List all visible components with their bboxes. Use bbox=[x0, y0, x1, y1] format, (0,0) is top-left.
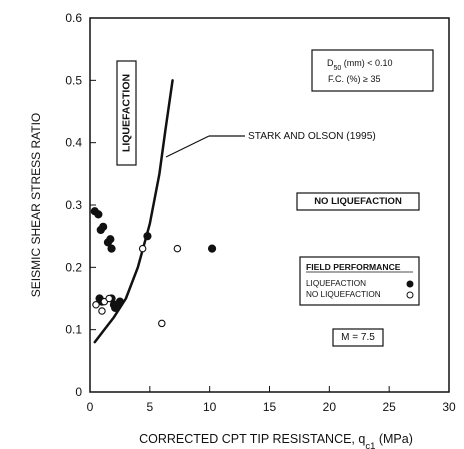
legend-title: FIELD PERFORMANCE bbox=[306, 262, 401, 272]
d50-line-1-prefix: D bbox=[327, 58, 334, 68]
x-axis-label-sub: c1 bbox=[365, 441, 375, 449]
no-liquefaction-point bbox=[105, 294, 113, 303]
d50-line-2-value: 35 bbox=[368, 74, 381, 84]
y-tick-label: 0.1 bbox=[65, 323, 82, 337]
magnitude-label: M = 7.5 bbox=[341, 332, 375, 343]
legend-liquefaction-label: LIQUEFACTION bbox=[306, 279, 366, 288]
liquefaction-region-box bbox=[116, 60, 137, 166]
liquefaction-point bbox=[99, 222, 108, 231]
liquefaction-point bbox=[106, 235, 115, 244]
no-liquefaction-points bbox=[92, 244, 182, 328]
y-tick-label: 0.3 bbox=[65, 198, 82, 212]
d50-line-1-suffix: (mm) < 0.10 bbox=[341, 58, 392, 68]
x-tick-label: 0 bbox=[87, 400, 94, 414]
x-axis-label-unit: (MPa) bbox=[375, 432, 413, 446]
curve-leader-line bbox=[165, 135, 210, 158]
y-tick-label: 0 bbox=[75, 385, 82, 399]
no-liquefaction-region-label-group: NO LIQUEFACTION bbox=[296, 192, 420, 211]
liquefaction-point bbox=[94, 210, 103, 219]
legend-box bbox=[299, 256, 420, 306]
no-liquefaction-point bbox=[98, 307, 106, 315]
legend-no-liquefaction-marker bbox=[406, 291, 414, 299]
curve-annotation: STARK AND OLSON (1995) bbox=[165, 131, 376, 158]
liquefaction-region-label: LIQUEFACTION bbox=[120, 74, 132, 152]
x-tick-label: 20 bbox=[323, 400, 337, 414]
magnitude-box bbox=[332, 328, 384, 347]
x-tick-label: 10 bbox=[203, 400, 217, 414]
y-tick-label: 0.4 bbox=[65, 136, 82, 150]
x-tick-label: 5 bbox=[146, 400, 153, 414]
no-liquefaction-point bbox=[138, 244, 147, 253]
x-axis-label-main: CORRECTED CPT TIP RESISTANCE, q bbox=[139, 432, 365, 446]
d50-line-2-symbol: ≥ bbox=[363, 74, 368, 84]
x-tick-label: 15 bbox=[263, 400, 277, 414]
no-liquefaction-point bbox=[158, 319, 166, 328]
legend-liquefaction-marker bbox=[406, 280, 414, 288]
liquefaction-points bbox=[90, 207, 217, 312]
y-axis-label: SEISMIC SHEAR STRESS RATIO bbox=[29, 113, 43, 297]
no-liquefaction-region-label: NO LIQUEFACTION bbox=[314, 196, 402, 207]
boundary-curve bbox=[93, 79, 174, 344]
liquefaction-point bbox=[207, 244, 217, 253]
no-liquefaction-point bbox=[92, 300, 100, 309]
magnitude-box-group: M = 7.5 bbox=[332, 328, 384, 347]
d50-line-1-sub: 50 bbox=[334, 65, 342, 72]
no-liquefaction-point bbox=[173, 244, 182, 253]
x-tick-label: 25 bbox=[382, 400, 396, 414]
d50-line-2-prefix: F.C. (%) bbox=[328, 74, 363, 84]
liquefaction-point bbox=[112, 300, 121, 309]
y-tick-label: 0.6 bbox=[65, 11, 82, 25]
d50-line-2: F.C. (%) ≥ 35 bbox=[328, 74, 380, 84]
legend-no-liquefaction-label: NO LIQUEFACTION bbox=[306, 290, 381, 299]
d50-box bbox=[311, 49, 434, 92]
liquefaction-point bbox=[143, 232, 152, 241]
y-tick-label: 0.2 bbox=[65, 260, 82, 274]
no-liquefaction-region-box bbox=[296, 192, 420, 211]
legend: FIELD PERFORMANCE LIQUEFACTION NO LIQUEF… bbox=[299, 256, 420, 306]
y-axis-ticks: 0 0.1 0.2 0.3 0.4 0.5 0.6 bbox=[65, 11, 96, 399]
x-axis-ticks: 0 5 10 15 20 25 30 bbox=[87, 386, 456, 414]
liquefaction-point bbox=[107, 244, 116, 253]
curve-label: STARK AND OLSON (1995) bbox=[248, 131, 376, 142]
properties-box: D50 (mm) < 0.10 F.C. (%) ≥ 35 bbox=[311, 49, 434, 92]
x-tick-label: 30 bbox=[442, 400, 456, 414]
y-tick-label: 0.5 bbox=[65, 73, 82, 87]
liquefaction-region-label-group: LIQUEFACTION bbox=[116, 60, 137, 166]
x-axis-label: CORRECTED CPT TIP RESISTANCE, qc1 (MPa) bbox=[139, 432, 413, 449]
d50-line-1: D50 (mm) < 0.10 bbox=[327, 58, 393, 72]
